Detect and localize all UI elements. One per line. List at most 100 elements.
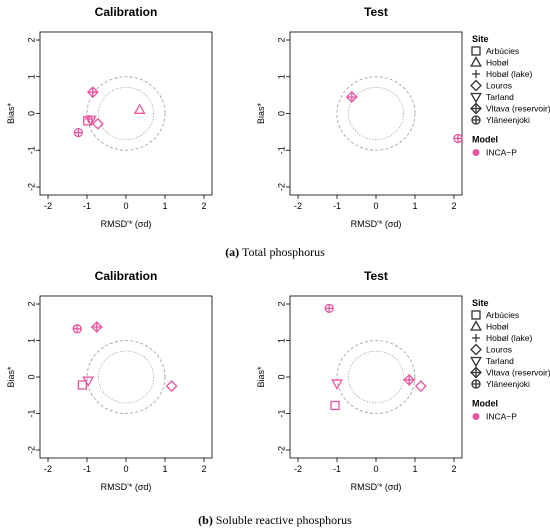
x-tick-label: 2 (451, 201, 456, 211)
legend-marker-inca-p (472, 149, 480, 156)
legend-item-ylaneenjoki: Yläneenjoki (486, 115, 530, 125)
point-hob-l (133, 103, 146, 114)
point-vltava-reservoir (86, 86, 99, 99)
legend-marker-hob-l (470, 56, 482, 67)
x-axis-label: RMSD'* (σd) (351, 482, 402, 492)
legend-item-arbucies: Arbúcies (486, 46, 519, 56)
reference-circle (97, 87, 155, 140)
x-tick-label: -1 (333, 201, 341, 211)
legend-marker-arbucies (471, 310, 481, 320)
legend-marker-ylaneenjoki (471, 379, 481, 389)
panel-test-srp: Test -2 -1 0 1 2 -2 -1 0 1 2 RMSD'* (σd) Bias* (256, 269, 463, 492)
y-tick-label: -2 (26, 446, 36, 454)
legend-item-arbucies: Arbúcies (486, 310, 519, 320)
y-tick-label: 0 (276, 111, 286, 116)
y-tick-label: 2 (26, 301, 36, 306)
x-axis-label: RMSD'* (σd) (101, 482, 152, 492)
point-ylaneenjoki (324, 303, 334, 314)
point-louros (414, 380, 427, 393)
x-tick-label: 1 (162, 464, 167, 474)
legend-marker-vltava-reservoir (470, 366, 482, 379)
point-tarland (82, 376, 95, 387)
legend-marker-louros (470, 343, 482, 356)
x-tick-label: 2 (201, 201, 206, 211)
x-axis-label: RMSD'* (σd) (351, 219, 402, 229)
legend-item-hob-l: Hobøl (486, 322, 509, 332)
y-tick-label: 1 (26, 74, 36, 79)
legend-marker-tarland (470, 356, 482, 368)
panel-title: Test (364, 5, 388, 19)
plot-frame (39, 31, 213, 196)
x-tick-label: 2 (451, 464, 456, 474)
y-tick-label: 1 (276, 338, 286, 343)
legend-site-title: Site (472, 298, 489, 308)
reference-circle (336, 340, 416, 414)
plot-frame (39, 295, 213, 459)
legend-marker-vltava-reservoir (470, 102, 482, 115)
x-tick-label: 1 (412, 464, 417, 474)
y-axis-label: Bias* (256, 366, 266, 388)
point-vltava-reservoir (345, 91, 358, 103)
legend-item-louros: Louros (486, 345, 512, 355)
panel-calibration-srp: Calibration -2 -1 0 1 2 -2 -1 0 1 2 RMSD'* (σd) Bias… (6, 269, 213, 492)
legend-marker-ylaneenjoki (471, 115, 481, 125)
x-tick-label: 2 (201, 464, 206, 474)
panel-title: Calibration (95, 269, 158, 283)
x-tick-label: -2 (44, 201, 52, 211)
legend-site-title: Site (472, 34, 489, 44)
y-tick-label: 2 (26, 37, 36, 42)
x-axis-label: RMSD'* (σd) (101, 219, 152, 229)
x-tick-label: -2 (294, 201, 302, 211)
reference-circle (336, 76, 416, 151)
x-tick-label: 0 (373, 201, 378, 211)
y-tick-label: -2 (276, 446, 286, 454)
legend-marker-tarland (470, 92, 482, 104)
y-tick-label: -2 (276, 183, 286, 191)
x-tick-label: 0 (123, 464, 128, 474)
reference-circle (347, 87, 405, 140)
legend-model-title: Model (472, 135, 498, 145)
panel-test-tp: Test -2 -1 0 1 2 -2 -1 0 1 2 RMSD'* (σd) Bias* (256, 5, 463, 229)
y-tick-label: 2 (276, 301, 286, 306)
legend-marker-arbucies (471, 46, 481, 56)
y-tick-label: 0 (26, 374, 36, 379)
point-ylaneenjoki (73, 127, 84, 138)
legend-marker-inca-p (472, 413, 480, 420)
y-tick-label: 1 (26, 338, 36, 343)
y-tick-label: -1 (276, 146, 286, 154)
reference-circle (86, 76, 166, 151)
reference-circle (347, 350, 405, 404)
x-tick-label: -1 (83, 464, 91, 474)
point-louros (92, 117, 104, 130)
y-axis-label: Bias* (256, 103, 266, 125)
legend-marker-louros (470, 79, 482, 92)
legend-item-ylaneenjoki: Yläneenjoki (486, 379, 530, 389)
reference-circle (86, 340, 166, 414)
y-tick-label: 0 (276, 374, 286, 379)
point-vltava-reservoir (90, 321, 103, 333)
legend-marker-hob-l-lake (472, 70, 480, 78)
panels: Calibration -2 -1 0 1 2 -2 -1 0 1 2 RMSD'* (σd) Bias… (6, 5, 463, 492)
legend-marker-hob-l (470, 320, 482, 331)
caption-a: (a) Total phosphorus (225, 245, 325, 259)
legend-item-hob-l-lake: Hobøl (lake) (486, 69, 532, 79)
point-tarland (331, 379, 343, 390)
x-tick-label: -2 (44, 464, 52, 474)
y-tick-label: -1 (276, 409, 286, 417)
x-tick-label: 1 (162, 201, 167, 211)
legend-item-inca-p: INCA−P (486, 148, 517, 158)
legend-item-vltava-reservoir: Vltava (reservoir) (486, 368, 550, 378)
legend-item-hob-l: Hobøl (486, 58, 509, 68)
legend-marker-hob-l-lake (472, 334, 480, 342)
x-tick-label: -1 (83, 201, 91, 211)
point-tarland (84, 115, 97, 127)
x-tick-label: -1 (333, 464, 341, 474)
x-tick-label: 0 (123, 201, 128, 211)
y-axis-label: Bias* (6, 103, 16, 125)
legend-item-tarland: Tarland (486, 356, 514, 366)
legend-item-hob-l-lake: Hobøl (lake) (486, 333, 532, 343)
